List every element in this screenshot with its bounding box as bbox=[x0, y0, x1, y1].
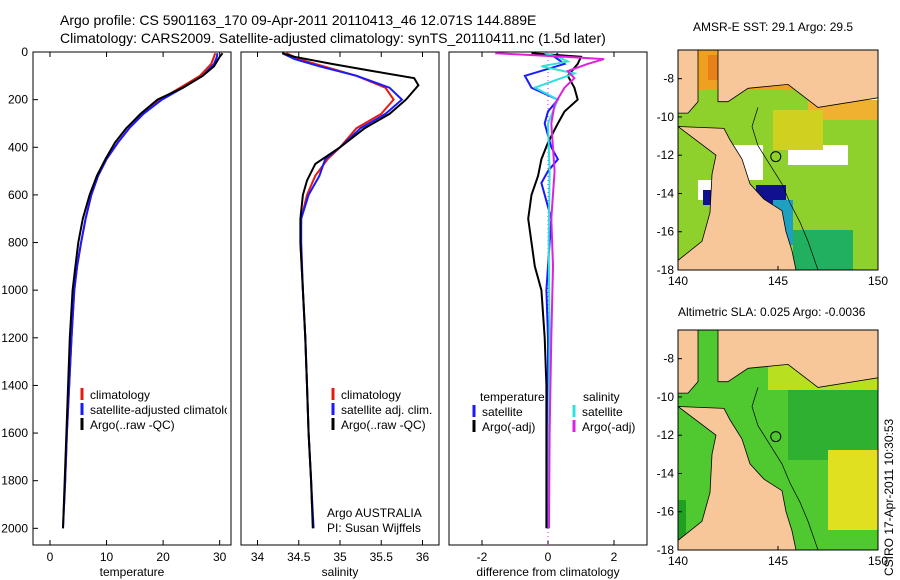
map-sst: 140 145 150 -8 -10 -12 -14 -16 -18 bbox=[657, 49, 888, 288]
temperature-ytick-label: 600 bbox=[8, 188, 28, 202]
sla-land-cape-york bbox=[678, 406, 797, 550]
temperature-ytick-label: 2000 bbox=[1, 521, 28, 535]
sst-ytick-label: -8 bbox=[663, 72, 674, 86]
sst-ytick-label: -14 bbox=[657, 186, 675, 200]
sla-xtick-label: 140 bbox=[668, 554, 688, 568]
temperature-ytick-label: 1800 bbox=[1, 474, 28, 488]
sst-ytick-label: -18 bbox=[657, 263, 675, 277]
sst-cold-patch-2 bbox=[703, 190, 713, 205]
sst-xtick-label: 150 bbox=[868, 274, 888, 288]
difference-series-temperature-satellite bbox=[523, 52, 567, 529]
temperature-ytick-label: 800 bbox=[8, 236, 28, 250]
salinity-axes-box bbox=[240, 51, 440, 546]
map-sla: 140 145 150 -8 -10 -12 -14 -16 -18 bbox=[657, 329, 888, 568]
diff-legend-label: satellite bbox=[482, 405, 523, 419]
sst-ytick-label: -12 bbox=[657, 148, 675, 162]
temperature-ytick-label: 1600 bbox=[1, 426, 28, 440]
difference-xtick-label: 2 bbox=[611, 550, 618, 564]
sst-argo-marker bbox=[770, 151, 782, 163]
diff-legend-label: Argo(-adj) bbox=[482, 420, 535, 434]
diff-legend-label: Argo(-adj) bbox=[582, 420, 635, 434]
sst-field bbox=[678, 50, 878, 270]
temperature-ytick-label: 200 bbox=[8, 93, 28, 107]
salinity-legend-label: satellite adj. clim. bbox=[341, 403, 432, 417]
sst-land-png bbox=[717, 50, 878, 108]
salinity-xtick-label: 36 bbox=[416, 550, 430, 564]
temperature-xtick-label: 0 bbox=[47, 550, 54, 564]
sst-yellow-patch bbox=[773, 110, 823, 150]
sst-map-title: AMSR-E SST: 29.1 Argo: 29.5 bbox=[693, 20, 853, 34]
sla-xtick-label: 145 bbox=[768, 554, 788, 568]
sla-ytick-label: -12 bbox=[657, 428, 675, 442]
temperature-ytick-label: 1200 bbox=[1, 331, 28, 345]
difference-series-temperature-argo-adj- bbox=[527, 52, 583, 529]
sla-green-west bbox=[678, 500, 686, 550]
temperature-ytick-label: 400 bbox=[8, 140, 28, 154]
difference-series-salinity-argo-adj- bbox=[495, 52, 605, 529]
salinity-xtick-label: 34.5 bbox=[287, 550, 311, 564]
credit-text: CSIRO 17-Apr-2011 10:30:53 bbox=[882, 418, 896, 576]
sst-contour bbox=[751, 107, 819, 270]
sst-land-cape-york bbox=[678, 126, 797, 270]
difference-series-salinity-satellite bbox=[532, 52, 579, 529]
temperature-xlabel: temperature bbox=[100, 565, 165, 579]
sla-ytick-label: -14 bbox=[657, 466, 675, 480]
sla-land-png bbox=[717, 330, 878, 388]
sst-xtick-label: 140 bbox=[668, 274, 688, 288]
difference-xlabel: difference from climatology bbox=[476, 565, 619, 579]
temperature-ytick-label: 0 bbox=[21, 45, 28, 59]
temperature-ytick-label: 1400 bbox=[1, 378, 28, 392]
difference-xtick-label: -2 bbox=[477, 550, 488, 564]
temperature-xtick-label: 10 bbox=[100, 550, 114, 564]
sla-ytick-label: -10 bbox=[657, 390, 675, 404]
sla-ytick-label: -8 bbox=[663, 352, 674, 366]
chart-temperature: 0 10 20 30 0 200 400 600 800 1000 1200 1400 1600 1800… bbox=[1, 45, 243, 579]
sst-ytick-label: -16 bbox=[657, 225, 675, 239]
sla-ytick-label: -18 bbox=[657, 543, 675, 557]
salinity-xtick-label: 35 bbox=[333, 550, 347, 564]
temperature-legend-label: climatology bbox=[90, 388, 150, 402]
sst-land-west bbox=[678, 50, 699, 114]
sla-contour bbox=[751, 387, 819, 550]
salinity-annotation-1: Argo AUSTRALIA bbox=[327, 506, 422, 520]
salinity-series-argo-raw-qc- bbox=[281, 52, 420, 529]
difference-xtick-label: 0 bbox=[545, 550, 552, 564]
temperature-ytick-label: 1000 bbox=[1, 283, 28, 297]
salinity-legend-label: climatology bbox=[341, 388, 401, 402]
salinity-legend-label: Argo(..raw -QC) bbox=[341, 418, 426, 432]
sst-green-patch bbox=[793, 230, 853, 270]
sla-argo-marker bbox=[770, 431, 782, 443]
header-line-2: Climatology: CARS2009. Satellite-adjuste… bbox=[60, 30, 606, 46]
sla-yellow-east bbox=[828, 450, 878, 530]
salinity-xtick-label: 34 bbox=[251, 550, 265, 564]
sla-ytick-label: -16 bbox=[657, 505, 675, 519]
temperature-legend-label: satellite-adjusted climatology bbox=[90, 403, 243, 417]
sla-green-mid bbox=[788, 390, 878, 460]
header-line-1: Argo profile: CS 5901163_170 09-Apr-2011… bbox=[60, 12, 536, 28]
sla-land-west bbox=[678, 330, 699, 394]
sla-map-title: Altimetric SLA: 0.025 Argo: -0.0036 bbox=[678, 305, 866, 319]
sla-field bbox=[678, 330, 878, 550]
sla-xtick-label: 150 bbox=[868, 554, 888, 568]
temperature-xtick-label: 20 bbox=[156, 550, 170, 564]
salinity-annotation-2: PI: Susan Wijffels bbox=[327, 521, 421, 535]
chart-salinity: 34 34.5 35 35.5 36 salinity climatologysatelli… bbox=[240, 51, 440, 579]
sst-xtick-label: 145 bbox=[768, 274, 788, 288]
temperature-xtick-label: 30 bbox=[213, 550, 227, 564]
salinity-xlabel: salinity bbox=[322, 565, 359, 579]
temperature-series-argo-raw-qc- bbox=[62, 52, 224, 529]
diff-legend-label: satellite bbox=[582, 405, 623, 419]
temperature-legend-label: Argo(..raw -QC) bbox=[90, 418, 175, 432]
sst-ytick-label: -10 bbox=[657, 110, 675, 124]
diff-legend-title-sal: salinity bbox=[583, 390, 620, 404]
diff-legend-title-temp: temperature bbox=[480, 390, 545, 404]
salinity-xtick-label: 35.5 bbox=[370, 550, 394, 564]
